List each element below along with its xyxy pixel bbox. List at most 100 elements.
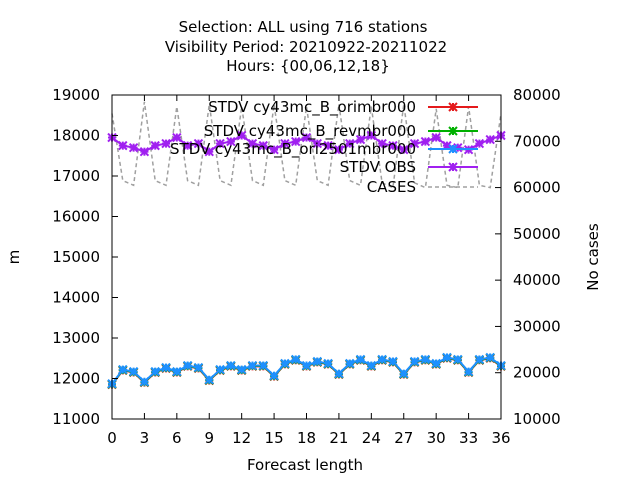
x-tick-label: 3 — [140, 429, 150, 447]
data-point-series-2 — [345, 358, 355, 369]
data-point-series-2 — [399, 368, 409, 379]
x-tick-label: 0 — [107, 429, 117, 447]
data-point-series-3 — [150, 140, 160, 151]
x-tick-label: 12 — [232, 429, 251, 447]
y2-tick-label: 80000 — [513, 86, 561, 104]
data-point-series-2 — [172, 366, 182, 377]
legend-marker-2 — [448, 144, 458, 154]
legend-marker-0 — [448, 102, 458, 112]
data-point-series-2 — [453, 354, 463, 365]
y-tick-label: 15000 — [52, 248, 100, 266]
y-tick-label: 11000 — [52, 410, 100, 428]
y-tick-label: 13000 — [52, 329, 100, 347]
data-point-series-2 — [334, 368, 344, 379]
data-point-series-3 — [258, 140, 268, 151]
data-point-series-2 — [377, 354, 387, 365]
x-tick-label: 18 — [297, 429, 316, 447]
data-point-series-3 — [118, 140, 128, 151]
y2-tick-label: 70000 — [513, 132, 561, 150]
data-point-series-3 — [431, 132, 441, 143]
data-point-series-2 — [139, 377, 150, 387]
data-point-series-2 — [463, 366, 474, 377]
data-point-series-2 — [485, 352, 495, 363]
y2-tick-label: 40000 — [513, 271, 561, 289]
y-tick-label: 17000 — [52, 167, 100, 185]
series-line-4 — [111, 101, 502, 189]
data-point-series-3 — [215, 138, 225, 149]
legend-label-3: STDV OBS — [340, 158, 416, 176]
legend-label-2: STDV cy43mc_B_ori2501mbr000 — [170, 140, 416, 159]
x-tick-label: 33 — [459, 429, 478, 447]
data-point-series-2 — [182, 360, 193, 371]
data-point-series-3 — [323, 140, 333, 151]
data-point-series-3 — [161, 138, 171, 149]
y2-tick-label: 60000 — [513, 179, 561, 197]
data-point-series-2 — [118, 364, 128, 375]
x-tick-label: 24 — [362, 429, 381, 447]
chart-title-line-3: Hours: {00,06,12,18} — [226, 57, 390, 75]
data-point-series-3 — [355, 134, 366, 145]
y2-tick-label: 30000 — [513, 317, 561, 335]
y2-tick-label: 20000 — [513, 364, 561, 382]
x-tick-label: 36 — [491, 429, 510, 447]
data-point-series-3 — [399, 144, 409, 155]
y2-tick-label: 10000 — [513, 410, 561, 428]
data-point-series-2 — [128, 366, 139, 377]
data-point-series-3 — [345, 138, 355, 149]
x-axis-label: Forecast length — [247, 456, 363, 474]
chart-title-line-1: Selection: ALL using 716 stations — [179, 18, 428, 36]
data-point-series-3 — [269, 144, 279, 155]
data-point-series-3 — [247, 138, 258, 149]
data-point-series-3 — [128, 142, 139, 153]
x-tick-label: 21 — [329, 429, 348, 447]
data-point-series-2 — [355, 354, 366, 365]
data-point-series-3 — [290, 136, 301, 147]
data-point-series-3 — [226, 136, 236, 147]
data-point-series-2 — [204, 375, 214, 385]
data-point-series-3 — [236, 130, 247, 141]
x-tick-label: 27 — [394, 429, 413, 447]
x-tick-label: 15 — [265, 429, 284, 447]
data-point-series-3 — [366, 130, 377, 141]
data-point-series-3 — [377, 138, 387, 149]
data-point-series-2 — [366, 360, 377, 371]
cases-series-layer — [111, 101, 502, 189]
chart-title-line-2: Visibility Period: 20210922-20211022 — [165, 38, 447, 56]
data-point-series-3 — [172, 132, 182, 143]
data-point-series-3 — [485, 134, 495, 145]
legend: STDV cy43mc_B_orimbr000 STDV cy43mc_B_rev… — [170, 98, 478, 196]
data-point-series-2 — [420, 354, 431, 365]
legend-label-4: CASES — [367, 178, 416, 196]
data-point-series-3 — [204, 146, 214, 157]
data-point-series-3 — [334, 144, 344, 155]
data-point-series-2 — [388, 356, 398, 367]
y-axis-label: m — [5, 250, 23, 265]
data-point-series-2 — [474, 354, 485, 365]
legend-marker-3 — [448, 162, 458, 172]
x-tick-label: 9 — [204, 429, 214, 447]
legend-label-0: STDV cy43mc_B_orimbr000 — [208, 98, 416, 117]
data-point-series-2 — [442, 352, 452, 363]
y2-axis-label: No cases — [584, 223, 602, 291]
y-tick-label: 14000 — [52, 289, 100, 307]
y2-tick-label: 50000 — [513, 225, 561, 243]
legend-marker-1 — [448, 126, 458, 136]
data-point-series-2 — [226, 360, 236, 371]
data-point-series-2 — [247, 360, 258, 371]
y-tick-label: 16000 — [52, 208, 100, 226]
legend-label-1: STDV cy43mc_B_revmbr000 — [204, 122, 416, 141]
data-point-series-2 — [323, 358, 333, 369]
y-tick-label: 18000 — [52, 127, 100, 145]
y-tick-label: 12000 — [52, 370, 100, 388]
axis-ticks: 0 3 6 9 12 15 18 21 24 27 30 33 36110001200013000140… — [52, 86, 560, 447]
data-point-series-2 — [161, 362, 171, 373]
data-point-series-3 — [420, 136, 431, 147]
data-point-series-2 — [150, 366, 160, 377]
data-point-series-2 — [269, 370, 279, 381]
x-tick-label: 6 — [172, 429, 182, 447]
data-point-series-2 — [258, 360, 268, 371]
data-point-series-3 — [312, 138, 323, 149]
data-point-series-3 — [301, 132, 312, 143]
data-point-series-2 — [193, 362, 204, 373]
